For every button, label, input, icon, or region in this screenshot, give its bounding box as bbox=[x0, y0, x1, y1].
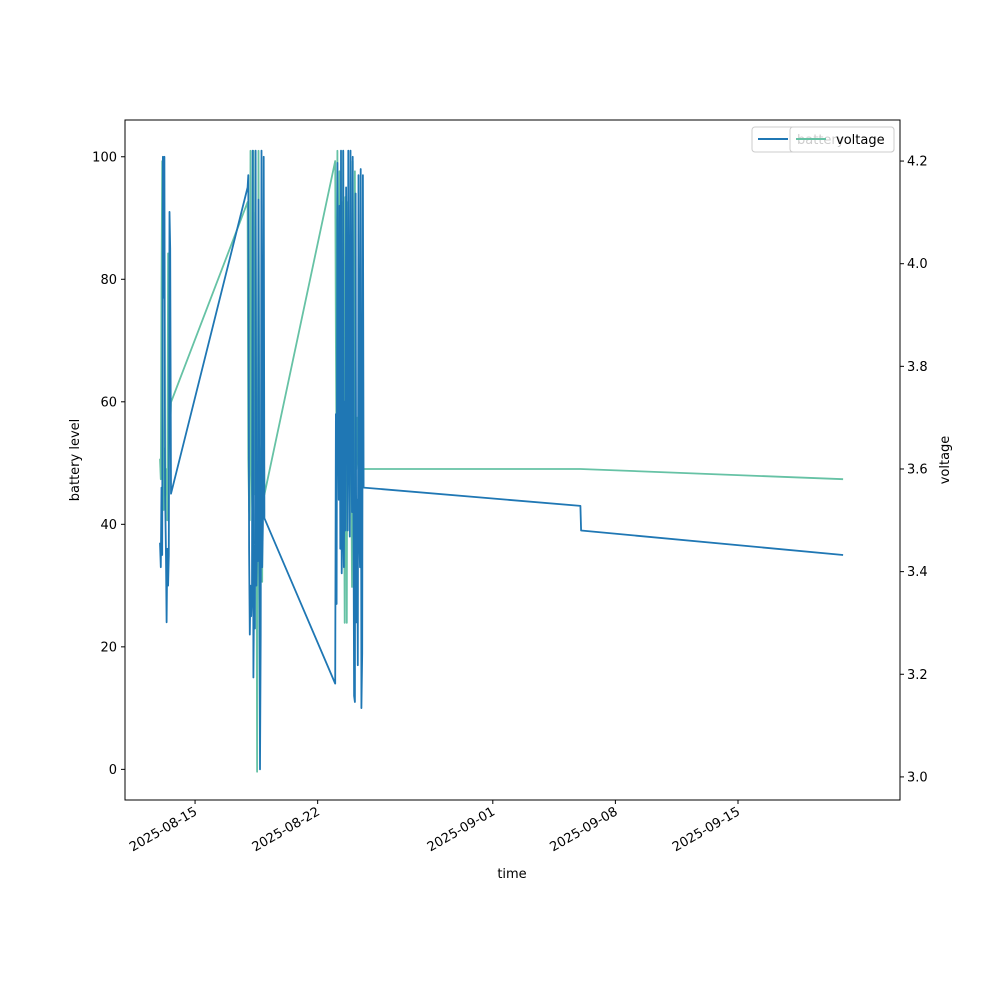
battery-line bbox=[159, 149, 844, 771]
left-y-axis-label: battery level bbox=[68, 419, 83, 502]
y-tick-label: 40 bbox=[100, 518, 117, 533]
y-tick-label: 100 bbox=[92, 150, 117, 165]
x-axis-label: time bbox=[497, 867, 526, 882]
y2-tick-label: 3.8 bbox=[907, 360, 928, 375]
y-tick-label: 20 bbox=[100, 640, 117, 655]
legend-voltage-box bbox=[789, 126, 895, 153]
right-y-axis-label: voltage bbox=[938, 436, 953, 485]
y-tick-label: 60 bbox=[100, 395, 117, 410]
plot-area bbox=[124, 119, 901, 801]
y2-tick-label: 3.4 bbox=[907, 565, 928, 580]
y-tick-label: 80 bbox=[100, 273, 117, 288]
left-y-axis: battery level 0 20 40 60 80 100 bbox=[68, 150, 125, 778]
y2-tick-label: 3.6 bbox=[907, 462, 928, 477]
right-y-axis: voltage 3.0 3.2 3.4 3.6 3.8 4.0 4.2 bbox=[900, 155, 953, 785]
battery-series-path bbox=[159, 149, 844, 771]
y-tick-label: 0 bbox=[109, 763, 117, 778]
legend-voltage-label: voltage bbox=[836, 133, 885, 148]
y2-tick-label: 4.0 bbox=[907, 257, 928, 272]
y2-tick-label: 3.0 bbox=[907, 770, 928, 785]
y2-tick-label: 4.2 bbox=[907, 155, 928, 170]
y2-tick-label: 3.2 bbox=[907, 668, 928, 683]
axes-frame bbox=[124, 119, 901, 801]
legend-voltage: voltage bbox=[789, 126, 895, 153]
